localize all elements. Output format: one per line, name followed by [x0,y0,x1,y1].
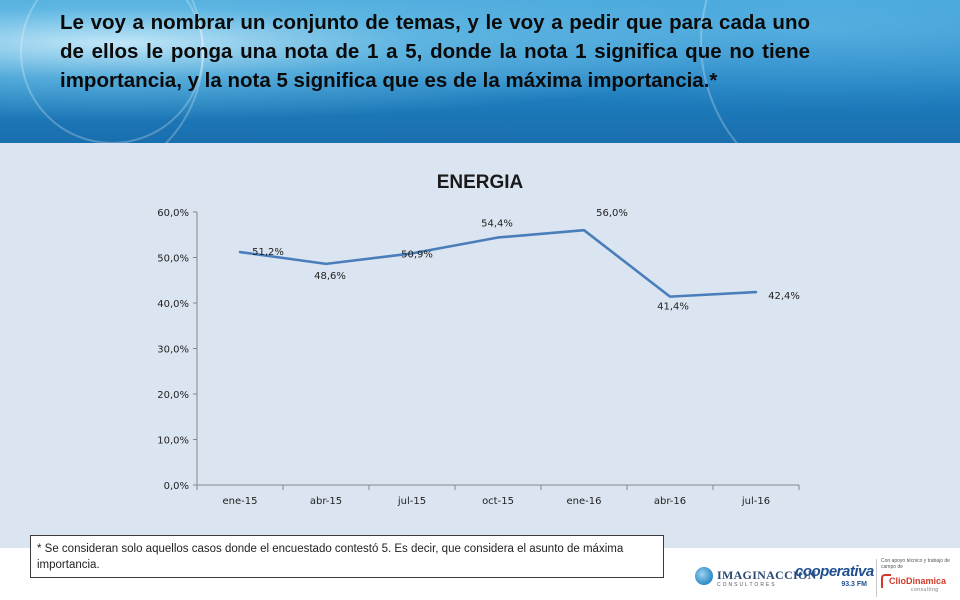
imaginaccion-sub: CONSULTORES [717,582,777,588]
data-label: 48,6% [314,271,346,282]
cliodinamica-logo: Con apoyo técnico y trabajo de campo de … [881,558,957,598]
y-tick-label: 30,0% [157,345,189,356]
cliodinamica-mark-icon [881,574,891,588]
cooperativa-frequency: 93.3 FM [841,581,867,588]
y-tick-label: 0,0% [164,481,189,492]
data-label: 51,2% [252,247,284,258]
x-tick-label: jul-16 [741,496,770,507]
imaginaccion-name: IMAGINACCION [717,568,817,582]
y-tick-label: 20,0% [157,390,189,401]
data-label: 50,9% [401,249,433,260]
x-tick-label: abr-16 [654,496,686,507]
y-tick-label: 40,0% [157,299,189,310]
footnote: * Se consideran solo aquellos casos dond… [30,535,664,578]
cliodinamica-sub: consulting [911,587,939,593]
question-text: Le voy a nombrar un conjunto de temas, y… [60,11,810,92]
line-chart: 0,0% 10,0% 20,0% 30,0% 40,0% 50,0% 60,0% ene-15… [157,208,800,507]
header-banner: Le voy a nombrar un conjunto de temas, y… [0,0,960,143]
x-tick-label: jul-15 [397,496,426,507]
chart-title: ENERGIA [436,172,524,193]
imaginaccion-logo: IMAGINACCION CONSULTORES [695,565,816,595]
cooperativa-name: cooperativa [795,563,874,580]
x-tick-label: ene-15 [223,496,258,507]
cliodinamica-tagline: Con apoyo técnico y trabajo de campo de [881,558,950,570]
x-tick-label: oct-15 [482,496,514,507]
data-label: 56,0% [596,208,628,219]
chart-panel [0,143,960,548]
cliodinamica-name: ClioDinamica [889,576,947,586]
series-line [238,228,758,298]
x-tick-label: abr-15 [310,496,342,507]
cooperativa-logo: cooperativa 93.3 FM [795,563,874,595]
logo-strip: IMAGINACCION CONSULTORES cooperativa 93.… [683,553,960,600]
y-tick-label: 60,0% [157,208,189,219]
data-label: 54,4% [481,218,513,229]
x-tick-label: ene-16 [567,496,602,507]
data-label: 42,4% [768,291,800,302]
imaginaccion-globe-icon [695,567,713,585]
y-tick-label: 50,0% [157,254,189,265]
data-label: 41,4% [657,302,689,313]
y-tick-label: 10,0% [157,436,189,447]
logo-divider [876,559,877,597]
